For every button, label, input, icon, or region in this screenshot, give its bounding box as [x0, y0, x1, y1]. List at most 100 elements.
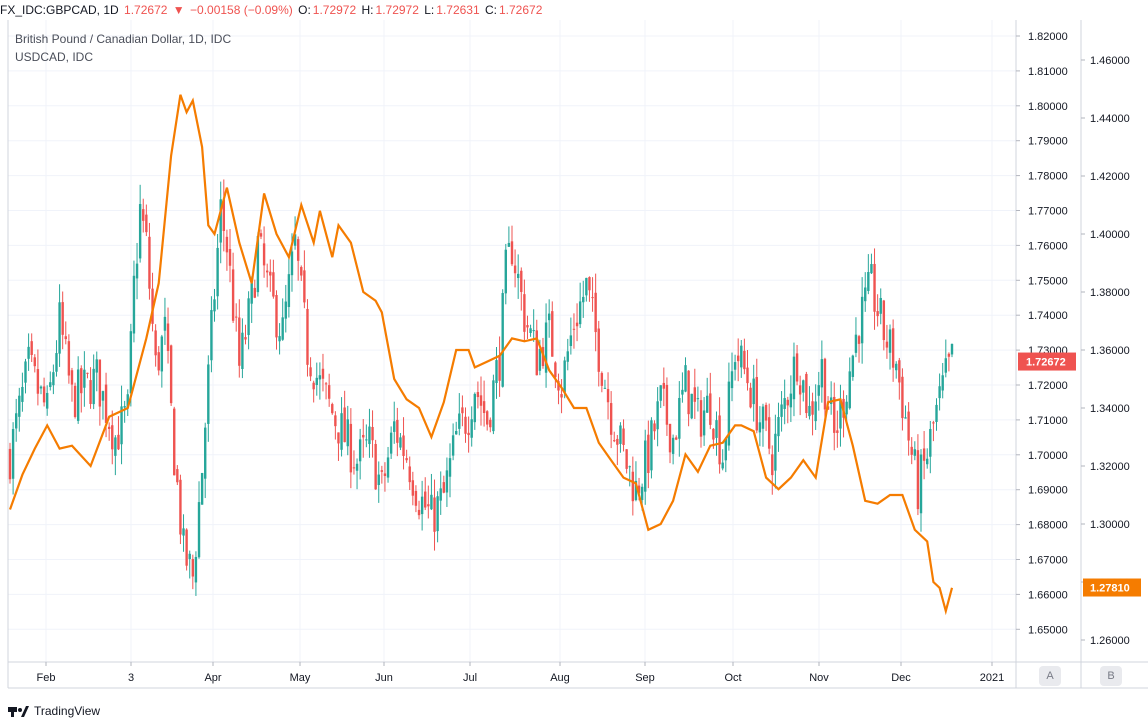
candle-body: [176, 469, 179, 483]
candle-body: [231, 269, 235, 321]
auto-scale-button[interactable]: A: [1039, 666, 1061, 686]
time-tick-label: Nov: [809, 672, 829, 684]
candle-body: [58, 302, 61, 354]
candle-body: [200, 472, 204, 505]
candle-body: [216, 247, 219, 297]
overlay-scale-button[interactable]: B: [1100, 666, 1122, 686]
candle-body: [802, 380, 805, 393]
candle-body: [594, 292, 597, 333]
candle-body: [185, 529, 188, 566]
candle-body: [721, 462, 724, 469]
candle-body: [8, 448, 12, 480]
gbpcad-candles: [8, 179, 954, 596]
chart-grid: [8, 20, 1016, 662]
down-arrow-icon: ▼: [172, 3, 185, 17]
candle-body: [597, 328, 600, 372]
candle-body: [600, 373, 604, 386]
candle-body: [860, 296, 864, 344]
candle-body: [950, 343, 954, 355]
candle-body: [383, 473, 387, 476]
overlay-tick-label: 1.34000: [1090, 403, 1130, 415]
candle-body: [848, 371, 851, 409]
main-tick-label: 1.80000: [1028, 101, 1068, 113]
candle-body: [396, 419, 399, 443]
candle-body: [681, 389, 684, 395]
candle-body: [922, 448, 926, 461]
candle-body: [690, 393, 693, 419]
candle-body: [696, 398, 700, 400]
overlay-legend[interactable]: USDCAD, IDC: [15, 50, 94, 64]
candle-body: [303, 270, 306, 303]
right-axis-overlay: 1.46000 1.44000 1.42000 1.40000 1.38000 1.360…: [1081, 55, 1130, 647]
candle-body: [225, 236, 229, 253]
candle-body: [588, 277, 591, 291]
candle-body: [420, 496, 424, 515]
candle-body: [783, 398, 786, 409]
candle-body: [210, 310, 213, 361]
main-price-badge: [1018, 352, 1076, 371]
brand-name: TradingView: [34, 704, 101, 718]
candle-body: [650, 420, 653, 471]
close-value: 1.72672: [499, 3, 543, 17]
overlay-tick-label: 1.46000: [1090, 55, 1130, 67]
candle-body: [343, 407, 346, 443]
candle-body: [408, 466, 411, 483]
candle-body: [67, 341, 71, 376]
main-tick-label: 1.78000: [1028, 171, 1068, 183]
time-tick-label: Apr: [204, 672, 221, 684]
candle-body: [473, 393, 477, 423]
candle-body: [253, 287, 256, 298]
candle-body: [715, 420, 718, 438]
overlay-tick-label: 1.44000: [1090, 113, 1130, 125]
candle-body: [11, 429, 15, 479]
candle-body: [166, 323, 170, 351]
candle-body: [808, 405, 811, 417]
candle-body: [368, 426, 371, 445]
candle-body: [631, 471, 635, 502]
overlay-tick-label: 1.32000: [1090, 461, 1130, 473]
candle-body: [132, 275, 136, 334]
candle-body: [405, 458, 408, 461]
candle-body: [173, 408, 176, 476]
main-tick-label: 1.65000: [1028, 624, 1068, 636]
candle-body: [926, 458, 929, 465]
candle-body: [786, 399, 789, 406]
candle-body: [941, 375, 944, 391]
candle-body: [678, 397, 681, 439]
candle-body: [414, 490, 418, 506]
footer[interactable]: TradingView: [8, 702, 100, 720]
candle-body: [730, 371, 734, 389]
main-tick-label: 1.74000: [1028, 310, 1068, 322]
main-legend[interactable]: British Pound / Canadian Dollar, 1D, IDC: [15, 32, 232, 46]
candle-body: [935, 404, 938, 422]
candle-body: [107, 426, 111, 429]
main-tick-label: 1.68000: [1028, 520, 1068, 532]
candle-body: [207, 364, 210, 424]
candle-body: [709, 393, 712, 425]
open-label: O:: [298, 3, 311, 17]
candle-body: [572, 328, 576, 330]
high-label: H:: [361, 3, 374, 17]
candle-body: [774, 433, 777, 471]
candle-body: [885, 341, 889, 348]
high-value: 1.72972: [375, 3, 419, 17]
candle-body: [247, 298, 250, 336]
candle-body: [194, 556, 198, 583]
candle-body: [749, 387, 752, 408]
candle-body: [913, 449, 917, 456]
candle-body: [752, 378, 755, 405]
close-label: C:: [485, 3, 497, 17]
candle-body: [256, 235, 260, 293]
symbol-name[interactable]: FX_IDC:GBPCAD, 1D: [0, 3, 119, 17]
candle-body: [684, 365, 687, 392]
main-tick-label: 1.67000: [1028, 555, 1068, 567]
candle-body: [417, 509, 421, 516]
candle-body: [30, 341, 33, 355]
candle-body: [916, 450, 920, 510]
candle-body: [318, 375, 322, 380]
candle-body: [823, 358, 827, 410]
candle-body: [575, 322, 579, 327]
candle-body: [560, 394, 563, 398]
candle-body: [451, 435, 455, 456]
